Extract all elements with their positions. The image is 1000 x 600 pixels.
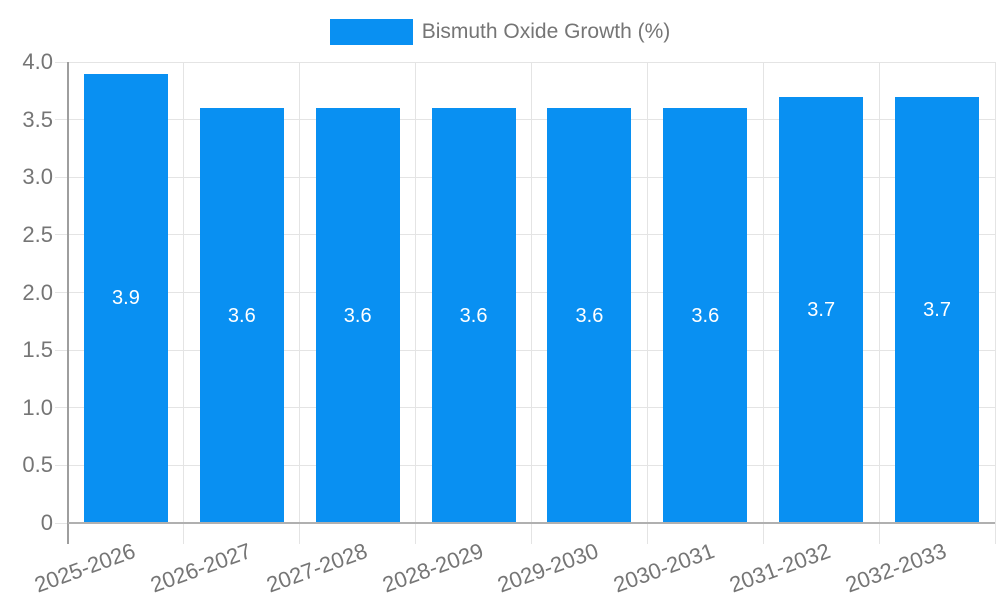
- y-axis-line: [67, 62, 69, 544]
- y-tick-mark: [55, 349, 68, 351]
- y-tick-mark: [55, 407, 68, 409]
- y-tick-mark: [55, 234, 68, 236]
- bar-value-label: 3.6: [227, 304, 256, 327]
- bar: [663, 108, 748, 523]
- bar: [83, 73, 168, 523]
- v-gridline: [994, 62, 996, 544]
- v-gridline: [415, 62, 417, 544]
- y-tick-mark: [55, 292, 68, 293]
- y-tick-mark: [55, 522, 68, 524]
- bar-value-label: 3.7: [923, 298, 951, 321]
- v-gridline: [531, 62, 532, 544]
- y-tick-label: 0.5: [22, 452, 53, 478]
- v-gridline: [762, 62, 764, 544]
- bar-value-label: 3.6: [459, 304, 488, 327]
- v-gridline: [299, 62, 301, 544]
- y-tick-label: 2.5: [22, 221, 53, 247]
- y-tick-label: 2.0: [22, 279, 53, 305]
- y-tick-label: 1.5: [22, 337, 53, 363]
- bar-value-label: 3.6: [575, 304, 604, 327]
- v-gridline: [646, 62, 648, 544]
- y-tick-label: 4.0: [22, 49, 53, 74]
- bar-value-label: 3.6: [691, 304, 720, 327]
- y-tick-label: 1.0: [22, 394, 53, 420]
- bar-value-label: 3.6: [343, 304, 372, 327]
- bar: [547, 108, 632, 523]
- y-tick-mark: [55, 61, 68, 63]
- bar: [315, 108, 400, 523]
- y-tick-mark: [55, 464, 68, 466]
- bar: [779, 96, 864, 523]
- v-gridline: [183, 62, 185, 544]
- bar: [895, 96, 980, 523]
- bar-value-label: 3.7: [807, 298, 836, 321]
- legend-swatch-icon: [329, 19, 413, 45]
- y-tick-label: 3.0: [22, 164, 53, 190]
- bar-value-label: 3.9: [112, 287, 140, 310]
- y-tick-label: 3.5: [22, 106, 53, 132]
- y-tick-mark: [55, 176, 68, 178]
- bar: [431, 108, 516, 523]
- v-gridline: [878, 62, 880, 544]
- bar: [199, 108, 284, 523]
- x-axis-line: [68, 522, 995, 524]
- legend-label: Bismuth Oxide Growth (%): [421, 20, 671, 43]
- y-tick-mark: [55, 119, 68, 121]
- y-tick-label: 0: [40, 510, 53, 535]
- chart-legend: Bismuth Oxide Growth (%): [0, 19, 1000, 45]
